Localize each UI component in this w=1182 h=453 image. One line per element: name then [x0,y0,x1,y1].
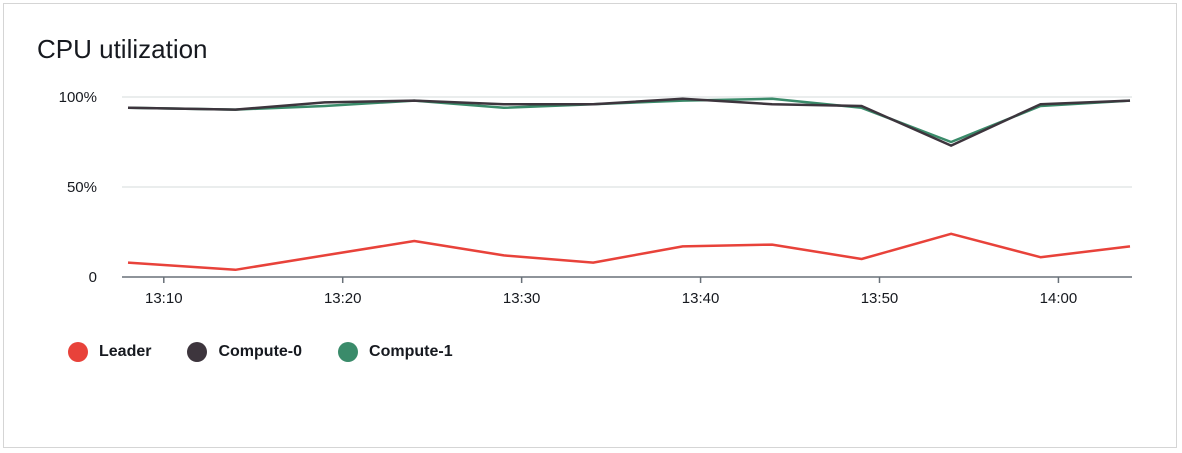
x-tick-label: 13:40 [682,290,720,307]
x-tick-label: 13:10 [145,290,183,307]
x-axis [122,277,1132,283]
legend-label-compute-1: Compute-1 [369,343,453,361]
legend-label-leader: Leader [99,343,151,361]
y-axis-tick-labels: 100% 50% 0 [59,89,97,286]
x-axis-tick-labels: 13:10 13:20 13:30 13:40 13:50 14:00 [145,290,1077,307]
legend-item-compute-0[interactable]: Compute-0 [187,342,302,362]
x-tick-label: 14:00 [1040,290,1078,307]
x-tick-label: 13:20 [324,290,362,307]
x-tick-label: 13:50 [861,290,899,307]
cpu-line-chart: 100% 50% 0 13:10 13:20 13:30 13:40 13:50 14:00 [4,4,1178,449]
series-line-leader[interactable] [128,234,1130,270]
legend-item-leader[interactable]: Leader [68,342,151,362]
grid-lines [122,97,1132,187]
legend-swatch-compute-1 [338,342,358,362]
y-tick-label: 100% [59,89,97,106]
y-tick-label: 50% [67,179,97,196]
series-line-compute-0[interactable] [128,99,1130,146]
chart-legend: Leader Compute-0 Compute-1 [68,342,489,362]
cpu-utilization-panel: CPU utilization 100% 50% 0 13:10 13:20 13:30… [3,3,1177,448]
y-tick-label: 0 [89,269,97,286]
series-lines [128,99,1130,270]
x-tick-label: 13:30 [503,290,541,307]
legend-item-compute-1[interactable]: Compute-1 [338,342,453,362]
legend-label-compute-0: Compute-0 [218,343,302,361]
legend-swatch-compute-0 [187,342,207,362]
legend-swatch-leader [68,342,88,362]
